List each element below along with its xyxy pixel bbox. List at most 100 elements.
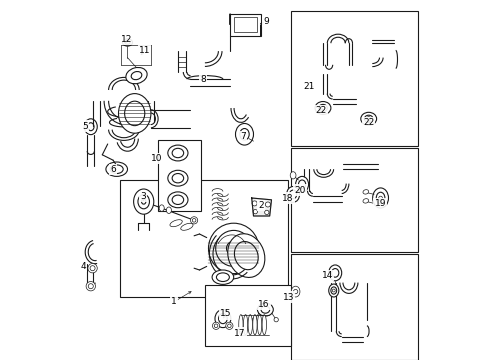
Circle shape xyxy=(226,241,241,256)
Circle shape xyxy=(252,318,256,322)
Ellipse shape xyxy=(172,174,183,183)
Ellipse shape xyxy=(167,145,187,161)
Circle shape xyxy=(88,284,93,289)
Text: 5: 5 xyxy=(82,122,88,131)
Text: 22: 22 xyxy=(362,118,373,127)
Ellipse shape xyxy=(234,242,258,270)
Ellipse shape xyxy=(328,284,338,297)
Ellipse shape xyxy=(252,315,257,335)
Ellipse shape xyxy=(170,220,182,227)
Ellipse shape xyxy=(360,112,376,125)
Ellipse shape xyxy=(328,265,341,281)
Ellipse shape xyxy=(331,269,338,277)
Ellipse shape xyxy=(181,223,193,230)
Ellipse shape xyxy=(172,148,183,158)
Bar xyxy=(233,17,257,32)
Ellipse shape xyxy=(364,115,372,122)
Ellipse shape xyxy=(216,273,229,282)
Ellipse shape xyxy=(362,199,368,203)
Ellipse shape xyxy=(167,170,187,186)
Circle shape xyxy=(253,210,257,214)
Text: 18: 18 xyxy=(282,194,293,202)
Ellipse shape xyxy=(218,314,227,324)
Circle shape xyxy=(293,289,297,294)
Ellipse shape xyxy=(247,315,252,335)
Text: 19: 19 xyxy=(374,199,385,208)
Circle shape xyxy=(320,106,325,110)
Ellipse shape xyxy=(375,192,384,204)
Text: 10: 10 xyxy=(150,154,162,163)
Ellipse shape xyxy=(372,188,387,208)
Bar xyxy=(158,140,200,211)
Circle shape xyxy=(214,324,218,328)
Ellipse shape xyxy=(257,303,273,316)
Circle shape xyxy=(215,230,251,266)
Text: 11: 11 xyxy=(139,46,150,55)
Circle shape xyxy=(225,322,232,329)
Circle shape xyxy=(192,219,196,222)
Circle shape xyxy=(86,282,95,291)
Ellipse shape xyxy=(125,67,147,84)
Ellipse shape xyxy=(243,315,247,335)
Text: 17: 17 xyxy=(234,328,245,338)
Ellipse shape xyxy=(286,186,299,202)
Ellipse shape xyxy=(239,129,249,140)
Ellipse shape xyxy=(295,176,308,192)
Text: 21: 21 xyxy=(303,82,314,91)
Circle shape xyxy=(366,117,370,121)
Text: 12: 12 xyxy=(121,35,132,44)
Ellipse shape xyxy=(131,72,142,80)
Ellipse shape xyxy=(141,199,145,204)
Text: 14: 14 xyxy=(321,271,332,280)
Ellipse shape xyxy=(159,205,164,211)
Ellipse shape xyxy=(167,192,187,208)
Text: 9: 9 xyxy=(263,17,268,26)
Ellipse shape xyxy=(238,315,243,335)
Ellipse shape xyxy=(138,194,149,209)
Circle shape xyxy=(88,264,97,273)
Text: 1: 1 xyxy=(171,297,177,306)
Ellipse shape xyxy=(166,207,171,213)
Bar xyxy=(230,14,260,36)
Text: 6: 6 xyxy=(110,165,116,174)
Text: 22: 22 xyxy=(315,106,326,115)
Circle shape xyxy=(251,201,257,206)
Ellipse shape xyxy=(362,190,368,194)
Ellipse shape xyxy=(172,195,183,204)
Ellipse shape xyxy=(289,190,296,199)
Bar xyxy=(204,285,291,346)
Ellipse shape xyxy=(227,234,264,278)
Ellipse shape xyxy=(133,189,153,214)
Circle shape xyxy=(332,289,335,292)
Circle shape xyxy=(227,324,231,328)
Ellipse shape xyxy=(124,101,144,126)
Text: 2: 2 xyxy=(257,201,263,210)
Text: 13: 13 xyxy=(282,292,294,302)
Ellipse shape xyxy=(318,104,326,112)
Text: 16: 16 xyxy=(258,300,269,309)
Text: 15: 15 xyxy=(220,310,231,319)
Ellipse shape xyxy=(87,123,94,131)
Text: 4: 4 xyxy=(80,262,86,271)
Text: 8: 8 xyxy=(200,75,205,84)
Text: 20: 20 xyxy=(294,186,305,195)
Circle shape xyxy=(208,223,258,274)
Ellipse shape xyxy=(314,102,330,114)
Ellipse shape xyxy=(235,123,253,145)
Ellipse shape xyxy=(110,165,123,174)
Bar xyxy=(120,180,287,297)
Ellipse shape xyxy=(212,270,233,284)
Ellipse shape xyxy=(257,315,261,335)
Ellipse shape xyxy=(330,287,336,294)
Circle shape xyxy=(264,210,268,215)
Ellipse shape xyxy=(291,286,299,297)
Polygon shape xyxy=(251,198,271,216)
Ellipse shape xyxy=(215,310,230,328)
Ellipse shape xyxy=(84,119,97,135)
Ellipse shape xyxy=(122,39,132,46)
Bar xyxy=(290,254,418,360)
Text: 3: 3 xyxy=(140,192,145,201)
Ellipse shape xyxy=(106,162,127,176)
Circle shape xyxy=(190,217,197,224)
Circle shape xyxy=(90,266,95,271)
